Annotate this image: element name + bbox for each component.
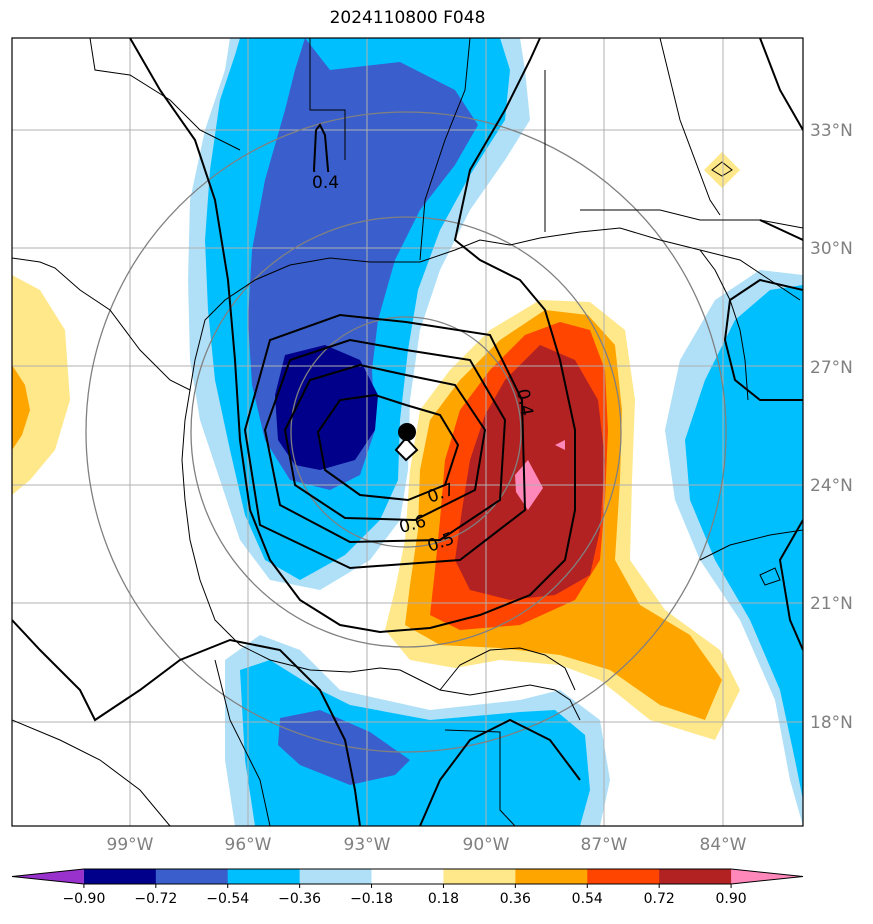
colorbar-swatch [12, 869, 84, 884]
lon-label-90: 90°W [463, 835, 510, 855]
colorbar-swatch [443, 869, 516, 884]
shade-pink-dot [555, 440, 565, 450]
colorbar-tick-label: 0.72 [644, 891, 675, 907]
colorbar-swatch [515, 869, 588, 884]
colorbar-tick-label: −0.72 [134, 891, 177, 907]
colorbar-tick-label: −0.90 [62, 891, 105, 907]
map-field [12, 38, 803, 826]
lat-label-18: 18°N [810, 713, 853, 733]
lat-label-30: 30°N [810, 239, 853, 259]
colorbar-swatch [731, 869, 803, 884]
shade-yellow-diamond-ne [704, 152, 740, 188]
lat-label-33: 33°N [810, 121, 853, 141]
colorbar-ticks: −0.90 −0.72 −0.54 −0.36 −0.18 0.18 0.36 0.54 0.7… [62, 884, 747, 907]
shade-yellow-west [12, 275, 70, 495]
contour-label-1: 0.4 [512, 387, 536, 417]
shade-cyan-east [685, 285, 803, 800]
shade-orange-west [12, 365, 30, 450]
thick-lines [12, 38, 803, 826]
lat-label-21: 21°N [810, 594, 853, 614]
colorbar-swatch [299, 869, 373, 884]
gridlines [12, 38, 803, 826]
colorbar [11, 868, 804, 885]
lon-label-87: 87°W [581, 835, 628, 855]
lon-label-96: 96°W [225, 835, 272, 855]
lat-label-27: 27°N [810, 358, 853, 378]
map-title: 2024110800 F048 [329, 8, 486, 28]
colorbar-tick-label: 0.54 [572, 891, 603, 907]
shade-cyan-south [240, 660, 590, 826]
colorbar-swatch [659, 869, 732, 884]
storm-center-marker [394, 423, 419, 462]
lon-label-99: 99°W [107, 835, 154, 855]
colorbar-swatch [227, 869, 301, 884]
lat-label-24: 24°N [810, 476, 853, 496]
diamond-ne-outline [711, 161, 733, 177]
colorbar-swatch [155, 869, 229, 884]
shade-royal-blue-south [278, 710, 410, 785]
colorbar-tick-label: −0.18 [350, 891, 393, 907]
lon-labels: 99°W 96°W 93°W 90°W 87°W 84°W [107, 835, 747, 855]
map-frame [11, 37, 804, 827]
lon-label-84: 84°W [700, 835, 747, 855]
colorbar-swatch [587, 869, 660, 884]
colorbar-tick-label: −0.36 [278, 891, 321, 907]
colorbar-tick-label: 0.36 [500, 891, 531, 907]
colorbar-swatch [83, 869, 157, 884]
range-rings [85, 111, 727, 753]
colorbar-tick-label: 0.90 [716, 891, 747, 907]
colorbar-tick-label: 0.18 [428, 891, 459, 907]
coastlines [12, 38, 803, 826]
center-diamond-icon [394, 436, 419, 462]
colorbar-tick-label: −0.54 [206, 891, 249, 907]
lon-label-93: 93°W [344, 835, 391, 855]
center-dot-icon [398, 423, 416, 441]
contour-label-0: 0.4 [312, 173, 339, 193]
lat-labels: 33°N 30°N 27°N 24°N 21°N 18°N [810, 121, 853, 733]
shade-navy-core [275, 345, 378, 470]
colorbar-swatch [371, 869, 444, 884]
